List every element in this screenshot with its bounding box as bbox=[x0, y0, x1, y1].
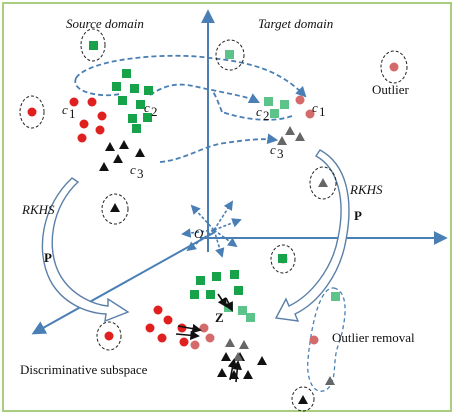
cluster-label-c2-source: c 2 bbox=[144, 100, 158, 119]
svg-text:c: c bbox=[312, 100, 318, 115]
svg-text:c: c bbox=[144, 100, 150, 115]
right-projection-arrow bbox=[274, 149, 350, 322]
svg-text:3: 3 bbox=[137, 166, 144, 181]
source-circles bbox=[27, 97, 189, 347]
p-left-label: P bbox=[44, 250, 52, 265]
outlier-removal-label: Outlier removal bbox=[332, 330, 415, 345]
target-domain-label: Target domain bbox=[258, 16, 333, 31]
outlier-removal-region bbox=[307, 287, 346, 392]
p-right-label: P bbox=[354, 208, 362, 223]
z-axis bbox=[31, 231, 216, 335]
source-squares bbox=[89, 41, 243, 299]
cluster-label-c2-target: c 2 bbox=[256, 104, 270, 123]
outlier-label: Outlier bbox=[372, 82, 409, 97]
svg-text:c: c bbox=[62, 102, 68, 117]
svg-text:c: c bbox=[256, 104, 262, 119]
origin-label: O bbox=[194, 226, 204, 241]
left-projection-arrow bbox=[41, 177, 130, 323]
svg-text:c: c bbox=[270, 142, 276, 157]
cluster-label-c1-source: c 1 bbox=[62, 102, 76, 121]
svg-text:3: 3 bbox=[277, 146, 284, 161]
source-domain-label: Source domain bbox=[66, 16, 144, 31]
cluster-label-c3-target: c 3 bbox=[270, 142, 284, 161]
svg-text:2: 2 bbox=[151, 104, 158, 119]
class-correspondence-links bbox=[74, 54, 307, 163]
z-arrows bbox=[175, 293, 243, 383]
z-label: Z bbox=[215, 310, 224, 325]
origin-dashed-arrows bbox=[181, 200, 242, 258]
dashed-ellipses bbox=[19, 28, 408, 412]
svg-text:1: 1 bbox=[69, 106, 76, 121]
cluster-label-c3-source: c 3 bbox=[130, 162, 144, 181]
target-triangles bbox=[225, 126, 335, 385]
rkhs-left-label: RKHS bbox=[21, 202, 55, 217]
cluster-label-c1-target: c 1 bbox=[312, 100, 326, 119]
svg-text:c: c bbox=[130, 162, 136, 177]
svg-text:1: 1 bbox=[319, 104, 326, 119]
svg-text:2: 2 bbox=[263, 108, 270, 123]
rkhs-right-label: RKHS bbox=[349, 182, 383, 197]
discriminative-subspace-label: Discriminative subspace bbox=[20, 362, 148, 377]
